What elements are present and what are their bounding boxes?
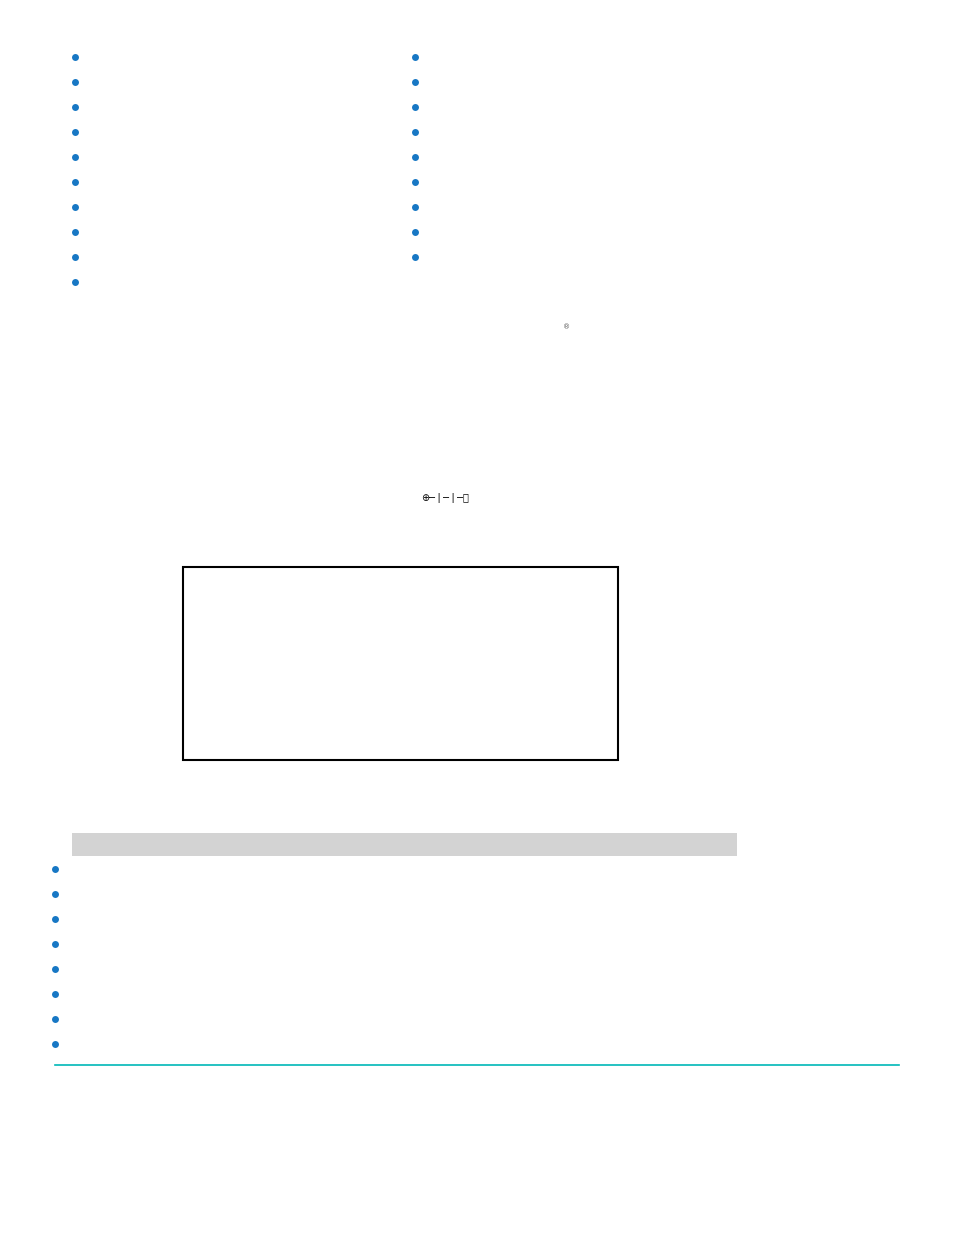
Text: ®: ® bbox=[563, 324, 570, 330]
Bar bbox=[183, 567, 618, 760]
Text: ⊕─❘─❘─ⓘ: ⊕─❘─❘─ⓘ bbox=[420, 493, 469, 503]
Bar bbox=[71, 832, 737, 856]
